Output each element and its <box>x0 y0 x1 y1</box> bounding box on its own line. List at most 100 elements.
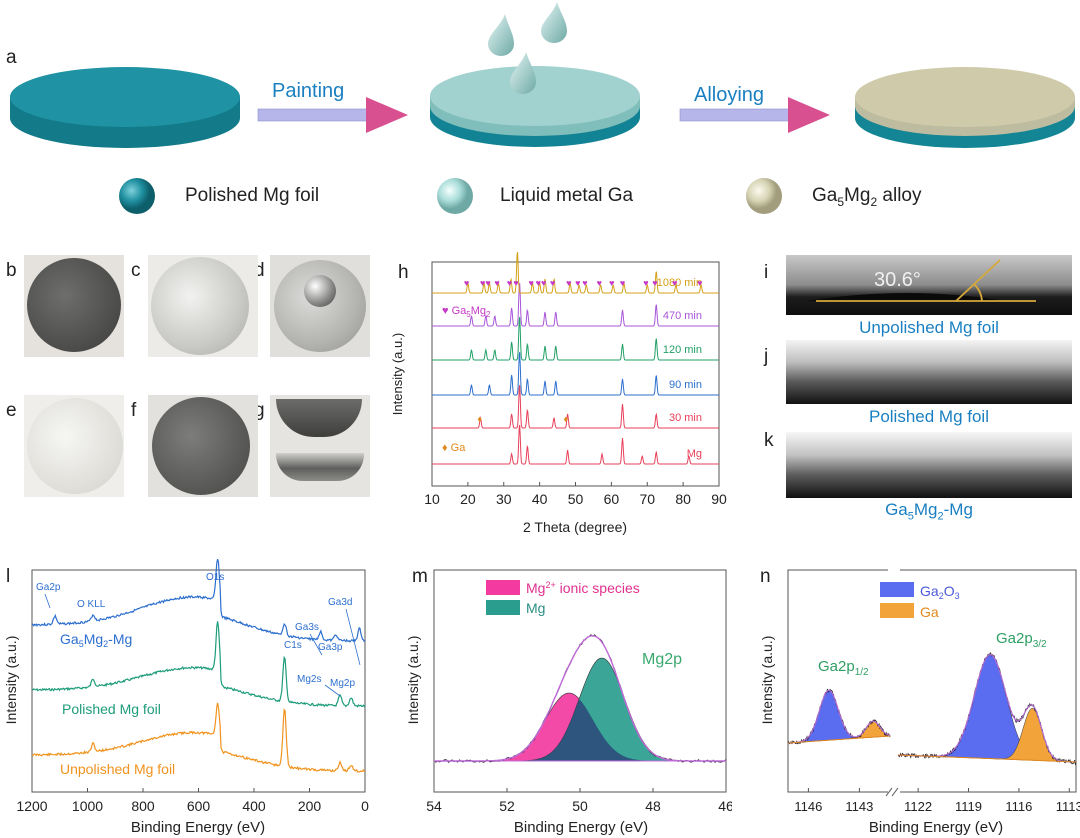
ga2p-baseline <box>897 754 1077 763</box>
alloy-peak-marker: ♥ <box>485 278 490 288</box>
mg-sphere-icon <box>119 178 155 214</box>
xrd-series-line <box>432 385 719 429</box>
alloy-peak-marker: ♥ <box>582 278 587 288</box>
alloying-arrow <box>679 97 830 133</box>
alloy-peak-marker: ♥ <box>464 278 469 288</box>
photo-e <box>24 395 124 497</box>
legend-swatch-ga2o3 <box>880 582 914 597</box>
photo-f <box>148 395 258 497</box>
legend-mg2plus: Mg2+ ionic species <box>526 580 640 596</box>
xrd-tick-label: 50 <box>568 491 584 507</box>
ga-peak-marker: ♦ <box>564 414 569 424</box>
legend-liquid-ga: Liquid metal Ga <box>500 185 634 206</box>
curve-label-alloy: Ga5Mg2-Mg <box>60 631 132 649</box>
alloy-peak-marker: ♥ <box>494 278 499 288</box>
xrd-legend-ga: ♦ Ga <box>442 442 466 454</box>
peak-mg2p: Mg2p <box>330 678 355 689</box>
mg-tick-label: 46 <box>718 798 732 814</box>
ga2p-envelope <box>787 689 891 744</box>
legend-mg: Mg <box>526 600 545 616</box>
photo-b <box>24 255 124 357</box>
xrd-xlabel: 2 Theta (degree) <box>523 519 627 535</box>
survey-xlabel: Binding Energy (eV) <box>131 819 265 836</box>
contact-image-k <box>786 432 1072 498</box>
alloy-peak-marker: ♥ <box>652 278 657 288</box>
survey-tick-label: 600 <box>187 798 211 814</box>
mg-foil-disc <box>10 67 240 148</box>
panel-label-i: i <box>764 262 769 283</box>
alloy-peak-marker: ♥ <box>536 278 541 288</box>
survey-curve <box>31 558 366 643</box>
xrd-series-label: 1080 min <box>657 277 702 289</box>
ga-tick-label: 1122 <box>904 799 932 814</box>
alloy-peak-marker: ♥ <box>528 278 533 288</box>
xrd-series-line <box>432 283 719 327</box>
mg-tick-label: 52 <box>499 798 515 814</box>
painting-label: Painting <box>272 80 345 102</box>
ga-tick-label: 1146 <box>794 799 822 814</box>
peak-ga3p: Ga3p <box>318 642 343 653</box>
survey-tick-label: 200 <box>298 798 322 814</box>
ga-tick-label: 1143 <box>845 799 873 814</box>
xrd-tick-label: 40 <box>532 491 548 507</box>
ga-coated-disc <box>430 66 640 147</box>
alloy-peak-marker: ♥ <box>507 278 512 288</box>
xps-mg2p-chart: 54 52 50 48 46 Intensity (a.u.) Binding Ener… <box>405 569 732 836</box>
panel-label-f: f <box>131 400 137 421</box>
survey-curve <box>31 621 366 708</box>
mg2p-overlap <box>434 699 726 761</box>
legend-swatch-mg <box>486 600 520 615</box>
ga-tick-label: 1113 <box>1056 799 1080 814</box>
mg-tick-label: 54 <box>426 798 442 814</box>
label-ga2p12: Ga2p1/2 <box>818 658 869 678</box>
panel-label-b: b <box>6 260 17 281</box>
panel-label-j: j <box>764 346 769 367</box>
survey-curve <box>31 702 366 773</box>
xrd-tick-label: 70 <box>639 491 655 507</box>
peak-c1s: C1s <box>284 640 302 651</box>
alloy-peak-marker: ♥ <box>550 278 555 288</box>
xrd-ylabel: Intensity (a.u.) <box>390 333 405 415</box>
xrd-series-label: 90 min <box>669 379 702 391</box>
legend-swatch-ga <box>880 603 914 618</box>
legend-swatch-mg2plus <box>486 580 520 595</box>
peak-o-kll: O KLL <box>77 599 106 610</box>
alloy-disc <box>855 67 1075 148</box>
xrd-tick-label: 90 <box>711 491 727 507</box>
alloy-peak-marker: ♥ <box>480 278 485 288</box>
ga-tick-label: 1116 <box>1005 799 1032 814</box>
photo-g <box>270 395 370 497</box>
panel-label-h: h <box>398 262 409 283</box>
ga-peak-marker: ♦ <box>477 414 482 424</box>
xrd-series-line <box>432 317 719 361</box>
mg-xlabel: Binding Energy (eV) <box>514 819 648 836</box>
alloy-peak-marker: ♥ <box>620 278 625 288</box>
mg-ylabel: Intensity (a.u.) <box>405 636 421 725</box>
peak-ga3s: Ga3s <box>295 622 319 633</box>
ga2p-component <box>897 654 1077 763</box>
peak-ga2p: Ga2p <box>36 582 61 593</box>
alloy-peak-marker: ♥ <box>575 278 580 288</box>
ga-xlabel: Binding Energy (eV) <box>869 819 1003 836</box>
panel-label-l: l <box>6 566 11 587</box>
panel-label-e: e <box>6 400 17 421</box>
alloy-sphere-icon <box>746 178 782 214</box>
mg-tick-label: 50 <box>572 798 588 814</box>
xrd-series-label: Mg <box>687 448 702 460</box>
peak-o1s: O1s <box>206 572 224 583</box>
alloy-peak-marker: ♥ <box>697 278 702 288</box>
legend-ga2o3: Ga2O3 <box>920 583 960 601</box>
caption-alloy: Ga5Mg2-Mg <box>885 500 973 523</box>
xps-ga2p-chart: 1146 1143 1122 1119 1116 1113 Intensity (a.u.… <box>759 565 1080 836</box>
svg-text:♥ Ga5Mg2: ♥ Ga5Mg2 <box>442 305 491 319</box>
svg-text:♦ Ga: ♦ Ga <box>442 442 466 454</box>
panel-label-g: g <box>254 400 265 421</box>
xrd-tick-label: 10 <box>424 491 440 507</box>
caption-polished: Polished Mg foil <box>868 407 989 426</box>
alloy-peak-marker: ♥ <box>643 278 648 288</box>
xrd-plot-frame <box>431 261 720 487</box>
droplet-icon <box>488 2 567 94</box>
xps-survey-chart: 1200 1000 800 600 400 200 0 Intensity (a.u.) B… <box>3 558 369 836</box>
panel-label-d: d <box>254 260 265 281</box>
contact-image-j <box>786 340 1072 404</box>
